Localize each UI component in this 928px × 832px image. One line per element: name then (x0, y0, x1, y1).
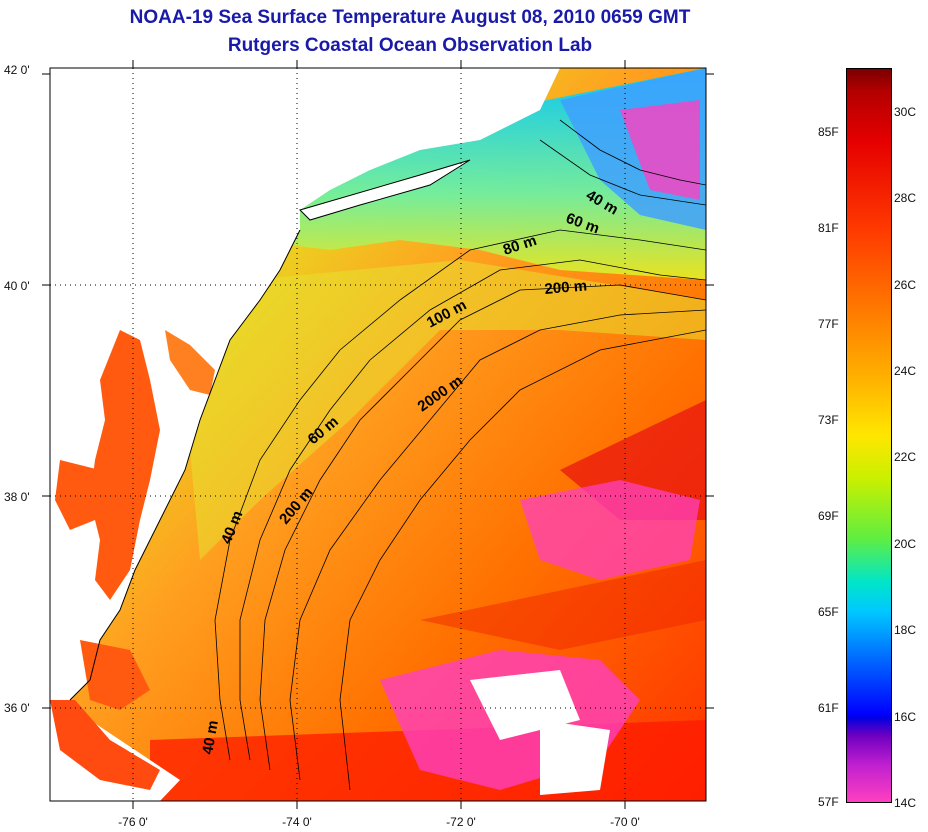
lon-label: -76 0' (118, 815, 148, 829)
cloud-patch-north (620, 100, 700, 200)
colorbar-c-label: 18C (894, 623, 917, 637)
coastline (69, 229, 301, 701)
colorbar-c-label: 16C (894, 710, 917, 724)
cloud-white-2 (540, 720, 610, 795)
colorbar-c-label: 28C (894, 191, 917, 205)
colorbar-f-label: 73F (818, 413, 839, 427)
warm-band (420, 560, 706, 650)
lon-label: -74 0' (282, 815, 312, 829)
map-title: NOAA-19 Sea Surface Temperature August 0… (129, 7, 691, 28)
temperature-colorbar (846, 68, 892, 803)
colorbar-f-label: 85F (818, 125, 839, 139)
colorbar-f-label: 61F (818, 701, 839, 715)
lon-label: -72 0' (446, 815, 476, 829)
colorbar-c-label: 14C (894, 796, 917, 810)
colorbar-c-label: 30C (894, 105, 917, 119)
land-new-england (300, 68, 560, 210)
lat-label: 42 0' (4, 63, 30, 77)
lat-label: 36 0' (4, 701, 30, 715)
pamlico-sound (50, 700, 160, 790)
colorbar-c-label: 26C (894, 278, 917, 292)
chesapeake-bay (90, 330, 160, 600)
sound-inlet (80, 640, 150, 710)
colorbar-f-label: 69F (818, 509, 839, 523)
axis-ticks (42, 60, 714, 809)
colorbar-c-label: 22C (894, 450, 917, 464)
colorbar-f-label: 81F (818, 221, 839, 235)
lat-label: 40 0' (4, 279, 30, 293)
contour-label: 40 m (199, 719, 222, 756)
lon-label: -70 0' (610, 815, 640, 829)
contour-label: 200 m (544, 277, 588, 298)
yellow-band (190, 260, 706, 560)
bathymetry-contours (214, 119, 706, 791)
map-subtitle: Rutgers Coastal Ocean Observation Lab (227, 35, 593, 56)
colorbar-c-label: 24C (894, 364, 917, 378)
graticule (50, 68, 706, 801)
colorbar-f-label: 57F (818, 795, 839, 809)
lat-label: 38 0' (4, 490, 30, 504)
map-frame (49, 67, 707, 802)
bay-inlet (55, 460, 100, 530)
cloud-patch-east (520, 480, 700, 580)
long-island (299, 159, 471, 221)
colorbar-c-label: 20C (894, 537, 917, 551)
colorbar-f-label: 65F (818, 605, 839, 619)
colorbar-f-label: 77F (818, 317, 839, 331)
delaware-bay (165, 330, 215, 395)
